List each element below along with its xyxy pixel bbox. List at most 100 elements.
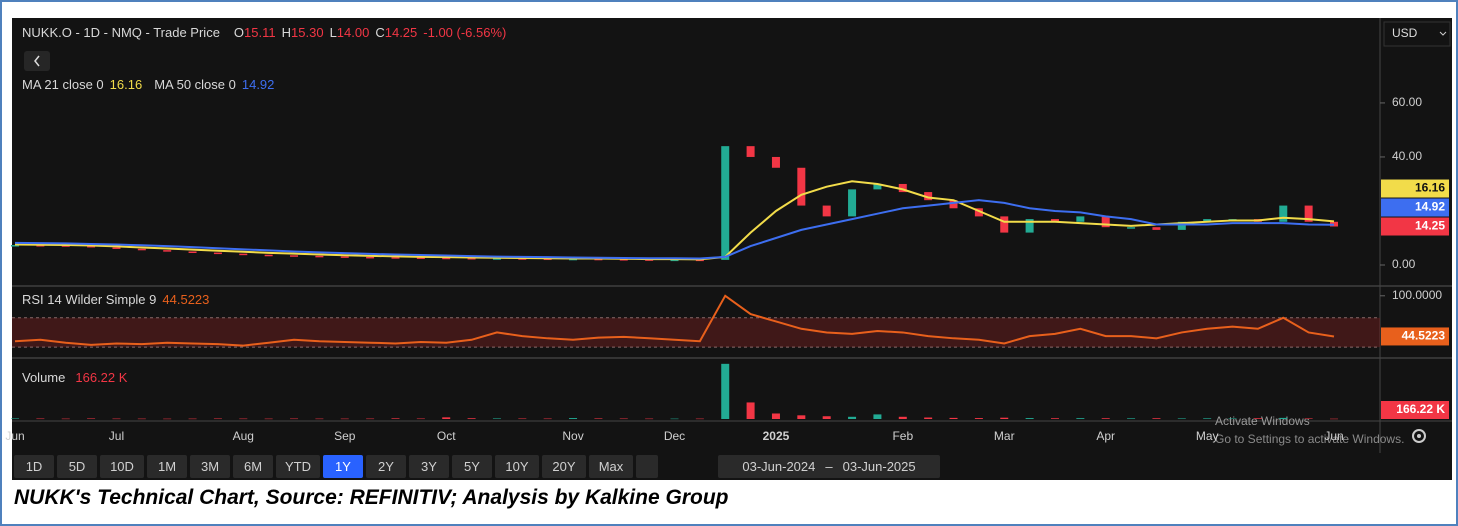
candle: [1050, 219, 1059, 222]
date-range[interactable]: 03-Jun-2024–03-Jun-2025: [718, 455, 940, 478]
volume-bar: [721, 363, 730, 419]
candle: [1203, 219, 1212, 222]
x-tick-label: Oct: [437, 429, 456, 443]
candle: [518, 258, 527, 260]
candle: [1025, 219, 1034, 233]
x-tick-label: Mar: [994, 429, 1015, 443]
range-button[interactable]: 1D: [14, 455, 54, 478]
volume-bar: [1304, 418, 1313, 419]
candle: [391, 257, 400, 259]
volume-bar: [61, 418, 70, 420]
candle: [1152, 227, 1161, 230]
volume-bar: [188, 418, 197, 420]
x-tick-label: Sep: [334, 429, 356, 443]
range-button[interactable]: 20Y: [542, 455, 586, 478]
volume-bar: [315, 418, 324, 420]
currency-box[interactable]: [1383, 21, 1451, 47]
volume-bar: [1228, 418, 1237, 419]
volume-value: 166.22 K: [75, 370, 128, 385]
x-tick-label: Dec: [664, 429, 685, 443]
candle: [721, 146, 730, 260]
candle: [1076, 216, 1085, 222]
settings-icon[interactable]: [1412, 429, 1426, 443]
currency: USD: [1392, 26, 1418, 40]
toolbar-settings[interactable]: [636, 455, 658, 478]
volume-bar: [518, 418, 527, 420]
range-button[interactable]: 3M: [190, 455, 230, 478]
dropdown-icon: [1439, 31, 1447, 36]
range-button[interactable]: 2Y: [366, 455, 406, 478]
volume-bar: [1253, 418, 1262, 419]
range-button[interactable]: 1M: [147, 455, 187, 478]
volume-bar: [594, 418, 603, 419]
x-tick-label: May: [1196, 429, 1219, 443]
candle: [822, 205, 831, 217]
symbol-title: NUKK.O - 1D - NMQ - Trade Price: [22, 25, 220, 40]
volume-bar: [391, 418, 400, 419]
range-button[interactable]: 10Y: [495, 455, 539, 478]
candle: [619, 259, 628, 261]
change: -1.00 (-6.56%): [423, 25, 507, 40]
ma50-badge: 14.92: [1415, 200, 1445, 214]
volume-bar: [949, 417, 958, 419]
volume-badge-bg: [1381, 401, 1449, 419]
volume-bar: [1152, 418, 1161, 419]
range-button[interactable]: 5Y: [452, 455, 492, 478]
candle: [61, 245, 70, 247]
candle: [239, 253, 248, 256]
volume-bar: [1177, 418, 1186, 419]
volume-bar: [112, 418, 121, 420]
range-button[interactable]: 1Y: [323, 455, 363, 478]
candle: [873, 183, 882, 190]
range-button[interactable]: 10D: [100, 455, 144, 478]
range-button[interactable]: 6M: [233, 455, 273, 478]
rsi-badge-bg: [1381, 327, 1449, 346]
volume-bar: [213, 418, 222, 420]
settings-icon-dot: [1417, 434, 1421, 438]
candle: [290, 255, 299, 257]
x-tick-label: Nov: [562, 429, 583, 443]
date-from: 03-Jun-2024: [742, 459, 816, 474]
range-button[interactable]: 3Y: [409, 455, 449, 478]
volume-bar: [1050, 418, 1059, 419]
candle: [340, 256, 349, 258]
legend-value: 14.92: [241, 77, 275, 92]
candle: [1279, 205, 1288, 222]
range-button[interactable]: Max: [589, 455, 633, 478]
candle: [848, 189, 857, 217]
back-button[interactable]: [24, 51, 50, 71]
ohlc-label: H: [281, 25, 292, 40]
y-tick-label: 0.00: [1392, 257, 1416, 271]
volume-bar: [619, 418, 628, 420]
ohlc-item: L14.00: [330, 25, 370, 40]
volume-bar: [340, 418, 349, 420]
volume-bar: [264, 418, 273, 420]
volume-bar: [543, 418, 552, 420]
candle: [949, 200, 958, 209]
rsi-legend: RSI 14 Wilder Simple 9 44.5223: [22, 292, 209, 307]
candle: [467, 257, 476, 260]
candle: [1177, 221, 1186, 230]
candle: [163, 250, 172, 252]
range-button[interactable]: YTD: [276, 455, 320, 478]
ohlc-value: 14.25: [384, 25, 418, 40]
date-sep: –: [825, 459, 833, 474]
ma50-badge-bg: [1381, 198, 1449, 217]
volume-bar: [87, 418, 96, 419]
rsi-badge: 44.5223: [1402, 329, 1446, 343]
volume-bar: [1279, 417, 1288, 419]
candle: [924, 192, 933, 201]
ohlc-item: C14.25: [375, 25, 417, 40]
ohlc-label: O: [233, 25, 245, 40]
header: NUKK.O - 1D - NMQ - Trade Price O15.11 H15…: [22, 25, 506, 40]
x-tick-label: Apr: [1096, 429, 1115, 443]
volume-bar: [366, 418, 375, 420]
candle: [315, 255, 324, 258]
candle: [213, 252, 222, 255]
range-button[interactable]: 5D: [57, 455, 97, 478]
candle: [645, 259, 654, 261]
x-tick-label: Jun: [5, 429, 24, 443]
